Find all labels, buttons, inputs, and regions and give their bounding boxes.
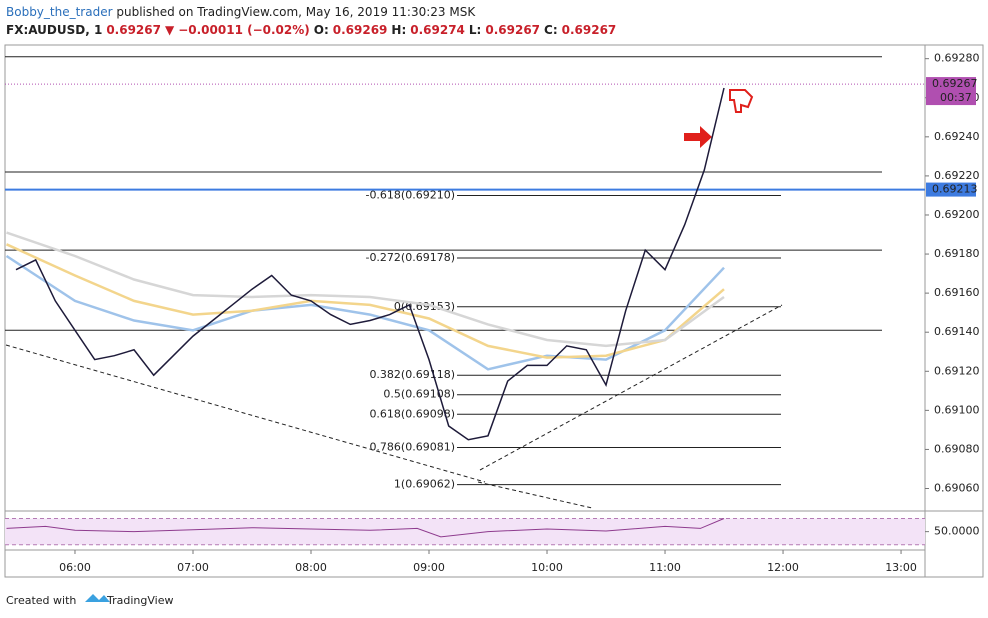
quote-line: FX:AUDUSD, 1 0.69267 ▼ −0.00011 (−0.02%) O: 0… [6, 23, 616, 37]
y-tick-label: 0.69160 [934, 286, 980, 299]
trend-line [5, 344, 486, 483]
price-axis [924, 44, 984, 578]
y-tick-label: 0.69080 [934, 442, 980, 455]
header-line: Bobby_the_trader published on TradingVie… [6, 5, 476, 19]
plot-frame [4, 44, 926, 551]
x-tick-label: 13:00 [885, 561, 917, 574]
x-tick-label: 06:00 [59, 561, 91, 574]
published: published on TradingView.com, May 16, 20… [116, 5, 476, 19]
moving-average [5, 254, 725, 371]
tv-logo [85, 594, 110, 602]
y-tick-label: 0.69060 [934, 482, 980, 495]
y-tick-label: 0.69280 [934, 52, 980, 65]
quote-part: 0.69267 [106, 23, 161, 37]
quote-part: H: [391, 23, 406, 37]
fib-label: 0.618(0.69098) [369, 407, 455, 420]
y-tick-label: 0.69140 [934, 325, 980, 338]
footer-brand: TradingView [106, 594, 173, 607]
fib-label: 0.5(0.69108) [383, 388, 455, 401]
quote-part: 0.69267 [562, 23, 617, 37]
moving-average [5, 243, 725, 359]
quote-part: 0.69267 [485, 23, 540, 37]
moving-average [6, 231, 725, 348]
price-tag-label: 0.69213 [932, 183, 978, 196]
time-axis [4, 549, 926, 578]
quote-part: 0.69274 [410, 23, 465, 37]
rsi-tick-label: 50.0000 [934, 525, 980, 538]
quote-part: L: [469, 23, 481, 37]
price-tag-label: 0.69267 [932, 77, 978, 90]
x-tick-label: 08:00 [295, 561, 327, 574]
rsi-band [5, 518, 925, 545]
fib-label: -0.272(0.69178) [365, 251, 455, 264]
fib-label: 0.382(0.69118) [369, 368, 455, 381]
x-tick-label: 11:00 [649, 561, 681, 574]
footer-text: Created with [6, 594, 76, 607]
fib-label: 1(0.69062) [394, 478, 455, 491]
quote-part: ▼ [165, 23, 175, 37]
fib-label: 0.786(0.69081) [369, 440, 455, 453]
quote-part: FX:AUDUSD, 1 [6, 23, 102, 37]
y-tick-label: 0.69200 [934, 208, 980, 221]
x-tick-label: 07:00 [177, 561, 209, 574]
arrow-icon [684, 126, 712, 148]
price-line [15, 87, 725, 441]
y-tick-label: 0.69220 [934, 169, 980, 182]
quote-part: −0.00011 (−0.02%) [178, 23, 310, 37]
author: Bobby_the_trader [6, 5, 113, 19]
y-tick-label: 0.69180 [934, 247, 980, 260]
countdown: 00:37 [940, 91, 972, 104]
fib-label: -0.618(0.69210) [365, 188, 455, 201]
y-tick-label: 0.69100 [934, 403, 980, 416]
y-tick-label: 0.69240 [934, 130, 980, 143]
trend-line [479, 304, 783, 471]
price-tag [926, 77, 976, 106]
y-tick-label: 0.69120 [934, 364, 980, 377]
price-tag [926, 182, 976, 197]
quote-part: 0.69269 [333, 23, 388, 37]
x-tick-label: 12:00 [767, 561, 799, 574]
x-tick-label: 10:00 [531, 561, 563, 574]
trend-line [477, 481, 593, 509]
quote-part: O: [314, 23, 329, 37]
rsi-line [6, 518, 725, 538]
quote-part: C: [544, 23, 558, 37]
thumbs-down-icon [729, 89, 754, 113]
x-tick-label: 09:00 [413, 561, 445, 574]
